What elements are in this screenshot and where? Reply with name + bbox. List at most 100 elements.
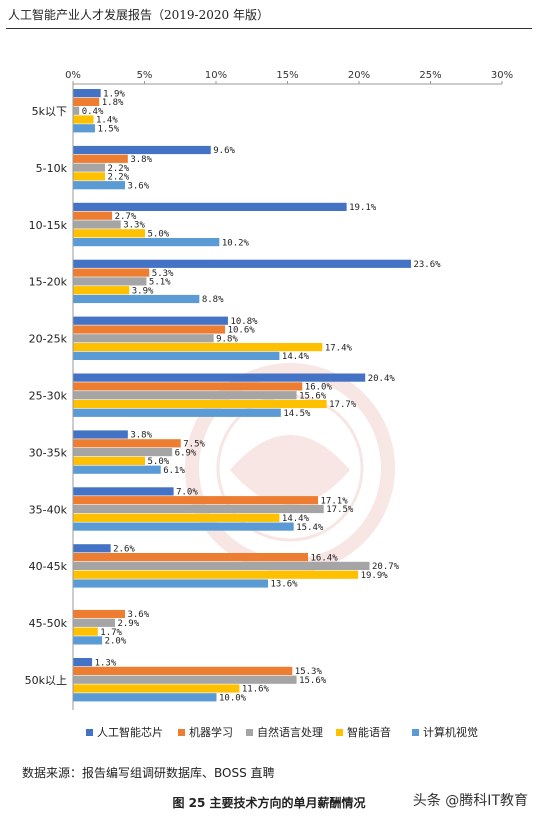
data-label: 19.9% (361, 571, 389, 581)
bar (73, 684, 240, 693)
data-label: 2.9% (117, 619, 139, 629)
data-label: 17.4% (325, 343, 353, 353)
bar (73, 277, 147, 286)
data-label: 2.2% (107, 173, 129, 183)
bar (73, 325, 226, 334)
category-label: 25-30k (29, 390, 68, 403)
bar (73, 229, 145, 238)
legend-label: 智能语音 (347, 725, 391, 739)
data-label: 6.9% (175, 448, 197, 458)
data-label: 3.8% (130, 431, 152, 441)
data-label: 8.8% (202, 295, 224, 305)
x-tick-label: 10% (205, 70, 227, 81)
bar (73, 373, 366, 382)
category-label: 10-15k (29, 219, 68, 232)
data-label: 19.1% (349, 203, 377, 213)
bar (73, 675, 297, 684)
data-label: 2.6% (113, 545, 135, 555)
bar (73, 286, 130, 295)
bar (73, 106, 80, 115)
bar (73, 163, 105, 172)
data-label: 1.5% (97, 125, 119, 135)
bar (73, 627, 98, 636)
data-label: 1.8% (102, 98, 124, 108)
data-label: 15.6% (299, 391, 327, 401)
bar (73, 172, 105, 181)
data-label: 2.0% (105, 637, 127, 647)
data-label: 3.6% (127, 181, 149, 191)
header-divider (6, 28, 532, 29)
data-label: 13.6% (270, 580, 298, 590)
legend-swatch (86, 729, 93, 736)
bar (73, 154, 128, 163)
bar (73, 570, 359, 579)
data-label: 10.8% (230, 317, 258, 327)
bar (73, 513, 280, 522)
category-label: 20-25k (29, 333, 68, 346)
legend-swatch (246, 729, 253, 736)
bar (73, 439, 181, 448)
data-label: 10.2% (222, 238, 250, 248)
legend-label: 机器学习 (189, 725, 233, 739)
category-label: 35-40k (29, 503, 68, 516)
data-label: 16.0% (305, 383, 333, 393)
bar (73, 115, 94, 124)
bar (73, 504, 324, 514)
data-label: 5.0% (148, 457, 170, 467)
data-label: 15.3% (295, 667, 323, 677)
data-label: 14.4% (282, 514, 310, 524)
data-label: 16.4% (311, 553, 339, 563)
category-label: 30-35k (29, 446, 68, 459)
bar (73, 343, 323, 352)
data-label: 2.7% (115, 212, 137, 222)
data-label: 1.4% (96, 116, 118, 126)
bar (73, 391, 297, 400)
legend-label: 计算机视觉 (423, 725, 478, 739)
category-label: 45-50k (29, 617, 68, 630)
bar (73, 97, 100, 106)
data-label: 10.0% (219, 694, 247, 704)
bar (73, 456, 145, 465)
data-label: 1.7% (100, 628, 122, 638)
bar (73, 220, 121, 229)
bar (73, 544, 111, 553)
data-label: 17.7% (329, 400, 357, 410)
bar (73, 658, 93, 667)
bar (73, 561, 370, 570)
bar (73, 316, 228, 325)
report-header-title: 人工智能产业人才发展报告（2019-2020 年版） (8, 8, 269, 22)
bar (73, 259, 411, 268)
x-tick-label: 15% (276, 70, 298, 81)
bar (73, 334, 214, 343)
category-label: 50k以上 (25, 674, 67, 687)
source-note: 数据来源：报告编写组调研数据库、BOSS 直聘 (22, 766, 275, 780)
data-label: 3.3% (123, 221, 145, 231)
data-label: 0.4% (82, 107, 104, 117)
data-label: 23.6% (413, 260, 441, 270)
bar (73, 211, 113, 220)
bar (73, 382, 303, 391)
category-label: 15-20k (29, 276, 68, 289)
data-label: 7.5% (183, 440, 205, 450)
data-label: 5.0% (148, 230, 170, 240)
data-label: 9.6% (213, 146, 235, 156)
data-label: 14.4% (282, 352, 310, 362)
bar (73, 636, 103, 645)
bar (73, 202, 347, 211)
bar (73, 496, 319, 505)
bar (73, 294, 200, 304)
bar (73, 181, 125, 190)
bar (73, 238, 220, 247)
data-label: 11.6% (242, 685, 270, 695)
data-label: 20.4% (368, 374, 396, 384)
data-label: 6.1% (163, 466, 185, 476)
data-label: 5.3% (152, 269, 174, 279)
data-label: 5.1% (149, 278, 171, 288)
data-label: 15.6% (299, 676, 327, 686)
bar (73, 522, 294, 531)
x-tick-label: 5% (137, 70, 153, 81)
x-tick-label: 25% (419, 70, 441, 81)
data-label: 1.9% (103, 89, 125, 99)
salary-bar-chart: 0% 5% 10% 15% 20% 25% 30% 5k以下 5-10k 10-15k 15-20k… (25, 70, 513, 739)
data-label: 17.1% (321, 496, 349, 506)
